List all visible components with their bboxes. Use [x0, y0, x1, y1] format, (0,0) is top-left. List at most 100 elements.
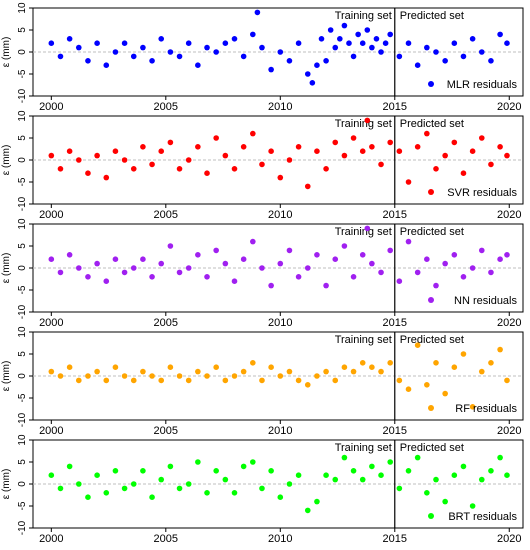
data-point	[250, 238, 256, 245]
data-point	[346, 40, 352, 46]
data-point	[213, 364, 219, 371]
data-point	[332, 476, 339, 483]
data-point	[323, 282, 329, 289]
data-point	[497, 31, 503, 38]
data-point	[185, 265, 192, 271]
data-point	[442, 260, 448, 267]
data-point	[304, 382, 311, 388]
data-point	[254, 9, 261, 16]
data-point	[332, 44, 339, 51]
y-tick-label: 5	[17, 27, 28, 33]
x-tick-label: 2015	[383, 317, 407, 329]
y-tick-label: 0	[17, 265, 28, 271]
data-point	[259, 161, 265, 168]
data-point	[405, 386, 412, 393]
data-point	[469, 503, 476, 509]
y-tick-label: 5	[17, 459, 28, 465]
data-point	[121, 269, 128, 276]
data-point	[176, 373, 183, 379]
x-tick-label: 2010	[268, 425, 292, 437]
data-point	[66, 463, 73, 470]
data-point	[268, 148, 274, 154]
data-point	[341, 243, 348, 249]
data-point	[158, 36, 165, 42]
data-point	[332, 377, 339, 384]
data-point	[112, 49, 119, 55]
data-point	[433, 282, 439, 289]
y-axis-label: ε (mm)	[1, 253, 12, 284]
data-point	[240, 256, 247, 263]
data-point	[85, 494, 91, 501]
data-point	[497, 454, 503, 461]
data-point	[337, 36, 343, 42]
data-point	[140, 368, 146, 375]
data-point	[103, 377, 110, 384]
data-point	[314, 148, 320, 154]
data-point	[414, 342, 421, 349]
panel-4: -10 -5 0 5 10 ε (mm) 2000 2005 2010 2015 2020 Train…	[1, 326, 524, 437]
data-point	[350, 368, 357, 375]
data-point	[195, 252, 201, 258]
data-point	[176, 485, 183, 492]
x-tick-label: 2010	[268, 209, 292, 221]
data-point	[121, 485, 128, 492]
y-tick-label: 5	[17, 243, 28, 249]
data-point	[268, 282, 274, 289]
y-tick-label: -5	[17, 285, 28, 294]
data-point	[259, 485, 265, 492]
data-point	[103, 174, 110, 181]
training-set-label: Training set	[335, 334, 392, 346]
data-point	[424, 44, 430, 51]
y-tick-label: 0	[17, 49, 28, 55]
x-tick-label: 2020	[497, 209, 521, 221]
y-tick-label: 10	[17, 110, 28, 122]
data-point	[332, 139, 339, 146]
data-point	[341, 22, 348, 29]
data-point	[222, 377, 229, 384]
data-point	[460, 53, 467, 60]
data-point	[359, 252, 366, 258]
data-point	[314, 373, 320, 379]
data-point	[66, 364, 73, 371]
y-axis-label: ε (mm)	[1, 145, 12, 176]
x-tick-label: 2000	[39, 425, 63, 437]
data-point	[75, 44, 82, 51]
data-point	[424, 256, 430, 263]
data-point	[213, 135, 219, 141]
data-point	[57, 166, 64, 172]
data-point	[130, 377, 137, 384]
y-tick-label: -10	[17, 196, 28, 211]
data-point	[309, 80, 316, 86]
data-point	[48, 152, 55, 159]
data-point	[318, 36, 325, 42]
data-point	[350, 135, 357, 141]
x-tick-label: 2005	[154, 317, 178, 329]
data-point	[140, 144, 146, 150]
data-point	[213, 468, 219, 474]
data-point	[323, 368, 329, 375]
data-point	[469, 148, 476, 154]
data-point	[504, 40, 510, 46]
data-point	[195, 368, 201, 375]
x-tick-label: 2010	[268, 533, 292, 545]
data-point	[469, 404, 476, 410]
data-point	[94, 152, 100, 159]
data-point	[478, 368, 485, 375]
data-point	[240, 144, 247, 150]
data-point	[478, 476, 485, 483]
data-point	[497, 256, 503, 263]
data-point	[158, 377, 165, 384]
data-point	[350, 53, 357, 60]
data-point	[75, 157, 82, 163]
data-point	[433, 49, 439, 55]
y-tick-label: 5	[17, 351, 28, 357]
predicted-set-label: Predicted set	[400, 334, 464, 346]
predicted-set-label: Predicted set	[400, 442, 464, 454]
data-point	[369, 260, 375, 267]
data-point	[231, 373, 238, 379]
data-point	[387, 459, 393, 465]
y-tick-label: -10	[17, 520, 28, 535]
y-tick-label: 5	[17, 135, 28, 141]
data-point	[504, 377, 510, 384]
data-point	[378, 49, 384, 55]
